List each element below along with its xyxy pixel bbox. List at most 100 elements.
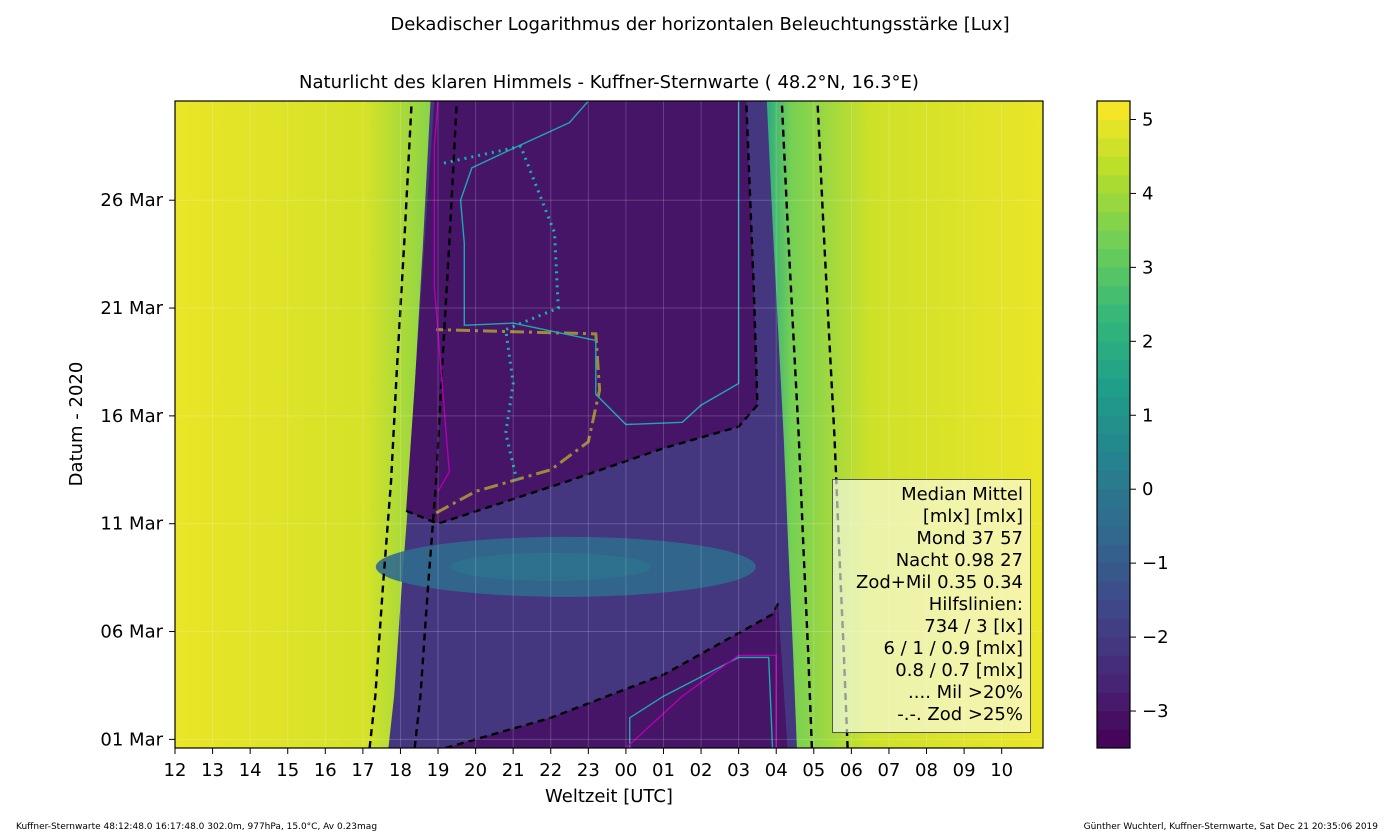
x-tick-label: 05 [802, 760, 825, 781]
figure-suptitle: Dekadischer Logarithmus der horizontalen… [390, 14, 1010, 35]
chart-title: Naturlicht des klaren Himmels - Kuffner-… [299, 72, 919, 93]
dark-night-lower [445, 603, 788, 748]
colorbar-tick-label: 2 [1142, 331, 1153, 352]
colorbar-band [1097, 710, 1130, 730]
milkyway-line [441, 144, 560, 481]
x-tick-label: 15 [276, 760, 299, 781]
legend-line: [mlx] [mlx] [922, 506, 1023, 527]
y-axis-label: Datum - 2020 [66, 362, 87, 487]
zodiacal-line [435, 328, 602, 515]
colorbar-tick-label: 4 [1142, 183, 1153, 204]
colorbar-band [1097, 470, 1130, 490]
colorbar-band [1097, 507, 1130, 527]
x-tick-label: 08 [915, 760, 938, 781]
x-tick-label: 02 [690, 760, 713, 781]
x-tick-label: 23 [577, 760, 600, 781]
legend-box: Median Mittel [mlx] [mlx] Mond 37 57 Nac… [832, 479, 1031, 733]
colorbar-tick-label: −1 [1142, 553, 1169, 574]
footer-right: Günther Wuchterl, Kuffner-Sternwarte, Sa… [1083, 822, 1378, 832]
x-tick-label: 13 [201, 760, 224, 781]
legend-line: 734 / 3 [lx] [924, 616, 1023, 637]
colorbar-band [1097, 211, 1130, 231]
colorbar-tick-label: −3 [1142, 701, 1169, 722]
colorbar-band [1097, 488, 1130, 508]
legend-line: .... Mil >20% [908, 682, 1023, 703]
x-tick-label: 16 [314, 760, 337, 781]
colorbar-tick-label: −2 [1142, 627, 1169, 648]
moon-glow-core [450, 552, 651, 581]
dark-night-upper [406, 101, 769, 524]
chart-svg: 12 13 14 15 16 17 18 19 20 21 22 23 00 01 02 03 04 05 06 07… [66, 100, 1169, 807]
x-axis-label: Weltzeit [UTC] [545, 786, 673, 807]
colorbar-band [1097, 636, 1130, 656]
colorbar-band [1097, 692, 1130, 712]
x-tick-label: 06 [840, 760, 863, 781]
x-tick-label: 17 [351, 760, 374, 781]
colorbar-tick-label: 1 [1142, 405, 1153, 426]
x-tick-label: 03 [727, 760, 750, 781]
colorbar-band [1097, 396, 1130, 416]
y-tick-label: 26 Mar [100, 190, 163, 211]
colorbar-band [1097, 618, 1130, 638]
legend-line: Mond 37 57 [916, 528, 1023, 549]
y-tick-label: 16 Mar [100, 406, 163, 427]
legend-line: -.-. Zod >25% [897, 704, 1023, 725]
colorbar-band [1097, 174, 1130, 194]
colorbar-band [1097, 562, 1130, 582]
colorbar-band [1097, 322, 1130, 342]
y-tick-label: 21 Mar [100, 298, 163, 319]
colorbar-band [1097, 433, 1130, 453]
x-tick-label: 14 [239, 760, 262, 781]
x-tick-label: 20 [464, 760, 487, 781]
colorbar-tick-label: 5 [1142, 109, 1153, 130]
legend-line: Median Mittel [901, 484, 1023, 505]
x-tick-label: 12 [164, 760, 187, 781]
sunset-twilight-line [413, 101, 458, 748]
colorbar-band [1097, 655, 1130, 675]
x-tick-label: 00 [614, 760, 637, 781]
colorbar-band [1097, 119, 1130, 139]
colorbar-band [1097, 544, 1130, 564]
colorbar-tick-label: 3 [1142, 257, 1153, 278]
colorbar-band [1097, 414, 1130, 435]
footer-left: Kuffner-Sternwarte 48:12:48.0 16:17:48.0… [16, 822, 378, 832]
sunset-line [368, 101, 413, 748]
colorbar-tick-label: 0 [1142, 479, 1153, 500]
colorbar-band [1097, 156, 1130, 176]
colorbar-band [1097, 267, 1130, 287]
colorbar-frame [1096, 100, 1131, 749]
x-tick-label: 18 [389, 760, 412, 781]
colorbar-band [1097, 525, 1130, 545]
colorbar-band [1097, 137, 1130, 157]
plot-frame [174, 100, 1044, 749]
colorbar-band [1097, 193, 1130, 213]
colorbar-band [1097, 729, 1130, 749]
moonrise-line [445, 602, 780, 748]
contour-cyan [459, 101, 740, 426]
colorbar-band [1097, 341, 1130, 361]
y-tick-label: 01 Mar [100, 729, 163, 750]
legend-line: 0.8 / 0.7 [mlx] [895, 660, 1023, 681]
legend-line: Zod+Mil 0.35 0.34 [856, 572, 1023, 593]
colorbar-band [1097, 248, 1130, 268]
x-tick-label: 04 [765, 760, 788, 781]
colorbar-band [1097, 673, 1130, 693]
x-tick-label: 10 [990, 760, 1013, 781]
legend-line: Hilfslinien: [928, 594, 1023, 615]
colorbar-band [1097, 451, 1130, 472]
colorbar-band [1097, 285, 1130, 305]
x-tick-label: 09 [953, 760, 976, 781]
legend-line: Nacht 0.98 27 [895, 550, 1023, 571]
y-tick-label: 11 Mar [100, 514, 163, 535]
colorbar-band [1097, 377, 1130, 398]
colorbar-band [1097, 100, 1130, 120]
x-tick-label: 01 [652, 760, 675, 781]
contour-magenta [433, 101, 451, 492]
colorbar-band [1097, 359, 1130, 379]
x-tick-label: 07 [877, 760, 900, 781]
colorbar-band [1097, 304, 1130, 324]
colorbar-band [1097, 581, 1130, 601]
legend-line: 6 / 1 / 0.9 [mlx] [883, 638, 1024, 659]
x-tick-label: 22 [539, 760, 562, 781]
colorbar-band [1097, 599, 1130, 619]
